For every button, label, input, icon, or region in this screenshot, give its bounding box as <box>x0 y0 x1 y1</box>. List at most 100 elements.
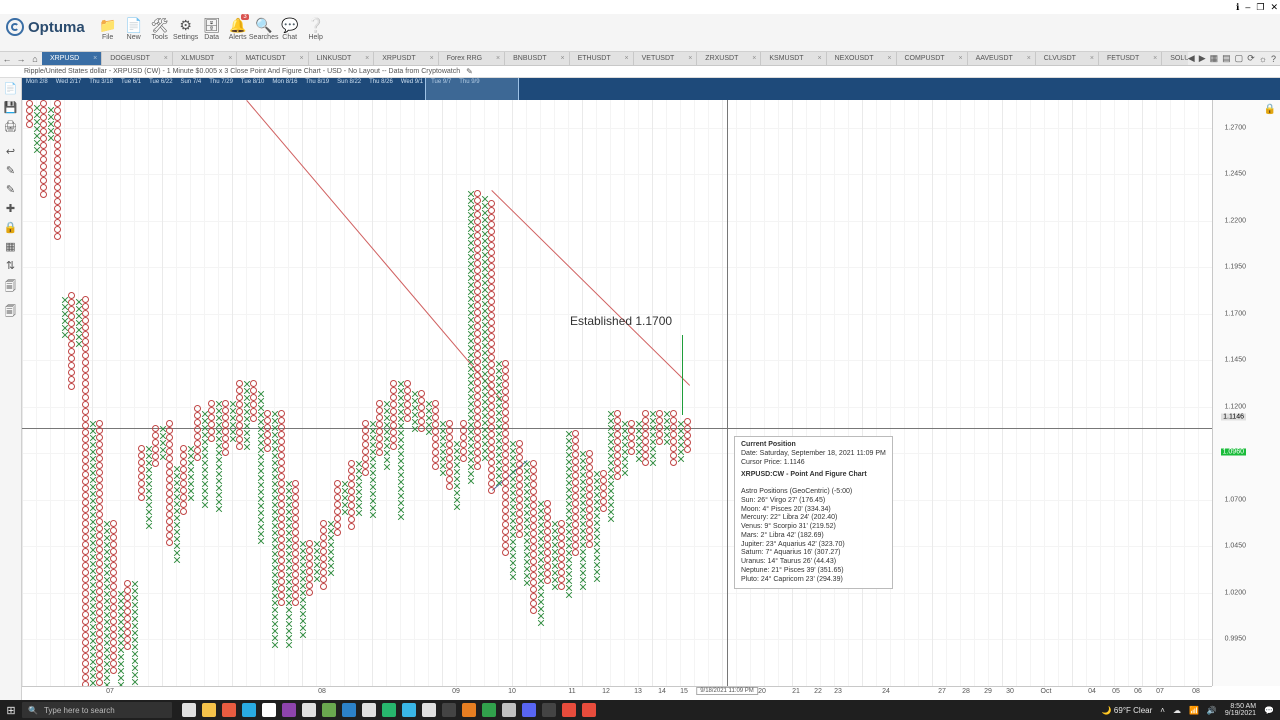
tab-fetusdt[interactable]: FETUSDT× <box>1099 52 1162 65</box>
info-icon[interactable]: ℹ <box>1236 2 1239 13</box>
app-name: Optuma <box>28 19 85 36</box>
toolbar-data[interactable]: 🗄Data <box>199 14 225 41</box>
tab-next[interactable]: ▶ <box>1199 53 1206 64</box>
tab-forex rrg[interactable]: Forex RRG× <box>439 52 505 65</box>
ytick: 1.0200 <box>1225 589 1246 596</box>
taskbar-app-16[interactable] <box>502 703 516 717</box>
view-tile-icon[interactable]: ▤ <box>1222 53 1231 64</box>
taskbar-search[interactable]: 🔍 Type here to search <box>22 702 172 718</box>
tab-aaveusdt[interactable]: AAVEUSDT× <box>968 52 1036 65</box>
side-tool-6[interactable]: ✎ <box>6 183 15 196</box>
tab-solusdt[interactable]: SOLUSDT× <box>1162 52 1188 65</box>
tab-xrpusdt[interactable]: XRPUSDT× <box>374 52 438 65</box>
side-tool-12[interactable]: 🗐 <box>5 303 16 322</box>
view-single-icon[interactable]: ▢ <box>1235 53 1244 64</box>
close-button[interactable]: ✕ <box>1270 2 1278 13</box>
toolbar-file[interactable]: 📁File <box>95 14 121 41</box>
clock[interactable]: 8:50 AM9/19/2021 <box>1225 703 1256 717</box>
side-tool-0[interactable]: 📄 <box>4 82 18 95</box>
taskbar-app-10[interactable] <box>382 703 396 717</box>
taskbar-app-20[interactable] <box>582 703 596 717</box>
tab-vetusdt[interactable]: VETUSDT× <box>634 52 698 65</box>
taskbar-app-18[interactable] <box>542 703 556 717</box>
taskbar-app-1[interactable] <box>202 703 216 717</box>
tab-prev[interactable]: ◀ <box>1188 53 1195 64</box>
weather[interactable]: 🌙 69°F Clear <box>1102 706 1153 715</box>
taskbar-app-12[interactable] <box>422 703 436 717</box>
date-axis[interactable]: 070809101112131415202122232427282930Oct0… <box>22 686 1212 700</box>
tab-nexousdt[interactable]: NEXOUSDT× <box>827 52 897 65</box>
maximize-button[interactable]: ❐ <box>1256 2 1264 13</box>
scrub-lbl: Wed 2/17 <box>56 79 82 85</box>
tray-cloud-icon[interactable]: ☁ <box>1173 706 1181 715</box>
taskbar-app-19[interactable] <box>562 703 576 717</box>
tab-dogeusdt[interactable]: DOGEUSDT× <box>102 52 173 65</box>
nav-back[interactable]: ← <box>0 52 14 65</box>
taskbar-app-17[interactable] <box>522 703 536 717</box>
xtick: 08 <box>1192 688 1200 695</box>
side-tool-11[interactable]: 🗐 <box>5 278 16 297</box>
toolbar-help[interactable]: ❔Help <box>303 14 329 41</box>
minimize-button[interactable]: – <box>1245 2 1250 12</box>
help-icon[interactable]: ? <box>1271 54 1276 64</box>
taskbar-app-2[interactable] <box>222 703 236 717</box>
xtick: 07 <box>106 688 114 695</box>
tab-xrpusd[interactable]: XRPUSD× <box>42 52 102 65</box>
side-tool-4[interactable]: ↩ <box>6 145 15 158</box>
side-tool-2[interactable]: 🖨 <box>4 120 18 133</box>
toolbar-chat[interactable]: 💬Chat <box>277 14 303 41</box>
scrub-lbl: Mon 2/8 <box>26 79 48 85</box>
side-tool-1[interactable]: 💾 <box>4 101 18 114</box>
price-axis[interactable]: 🔒 1.27001.24501.22001.19501.17001.14501.… <box>1212 100 1280 686</box>
taskbar-app-5[interactable] <box>282 703 296 717</box>
taskbar-app-13[interactable] <box>442 703 456 717</box>
side-tool-8[interactable]: 🔒 <box>4 221 18 234</box>
windows-taskbar[interactable]: ⊞ 🔍 Type here to search 🌙 69°F Clear ˄ ☁… <box>0 700 1280 720</box>
pnf-chart[interactable]: Established 1.1700Current PositionDate: … <box>22 100 1212 686</box>
toolbar-tools[interactable]: 🛠Tools <box>147 14 173 41</box>
tray-up-icon[interactable]: ˄ <box>1160 706 1165 715</box>
refresh-icon[interactable]: ⟳ <box>1247 53 1255 64</box>
toolbar-settings[interactable]: ⚙Settings <box>173 14 199 41</box>
taskbar-app-9[interactable] <box>362 703 376 717</box>
tab-ksmusdt[interactable]: KSMUSDT× <box>761 52 826 65</box>
tray-vol-icon[interactable]: 🔊 <box>1207 706 1217 715</box>
tab-maticusdt[interactable]: MATICUSDT× <box>237 52 308 65</box>
notifications-icon[interactable]: 💬 <box>1264 706 1274 715</box>
nav-fwd[interactable]: → <box>14 52 28 65</box>
side-tool-10[interactable]: ⇅ <box>6 259 15 272</box>
start-button[interactable]: ⊞ <box>0 704 22 717</box>
cursor-date-tag: 9/18/2021 11:09 PM <box>696 687 758 695</box>
tab-compusdt[interactable]: COMPUSDT× <box>897 52 968 65</box>
edit-desc-icon[interactable]: ✎ <box>466 66 473 77</box>
taskbar-app-6[interactable] <box>302 703 316 717</box>
toolbar-searches[interactable]: 🔍Searches <box>251 14 277 41</box>
tray-wifi-icon[interactable]: 📶 <box>1189 706 1199 715</box>
tab-xlmusdt[interactable]: XLMUSDT× <box>173 52 237 65</box>
date-scrubber[interactable]: Mon 2/8Wed 2/17Thu 3/18Tue 6/1Tue 6/22Su… <box>22 78 1280 100</box>
view-grid-icon[interactable]: ▦ <box>1210 53 1219 64</box>
cursor-tooltip: Current PositionDate: Saturday, Septembe… <box>734 436 893 589</box>
taskbar-app-7[interactable] <box>322 703 336 717</box>
tab-linkusdt[interactable]: LINKUSDT× <box>309 52 375 65</box>
tab-zrxusdt[interactable]: ZRXUSDT× <box>697 52 761 65</box>
toolbar-alerts[interactable]: 🔔Alerts <box>225 14 251 41</box>
taskbar-app-15[interactable] <box>482 703 496 717</box>
tab-clvusdt[interactable]: CLVUSDT× <box>1036 52 1099 65</box>
tab-ethusdt[interactable]: ETHUSDT× <box>570 52 634 65</box>
tab-bnbusdt[interactable]: BNBUSDT× <box>505 52 569 65</box>
taskbar-app-8[interactable] <box>342 703 356 717</box>
taskbar-app-3[interactable] <box>242 703 256 717</box>
side-tool-7[interactable]: ✚ <box>6 202 15 215</box>
taskbar-app-4[interactable] <box>262 703 276 717</box>
taskbar-app-14[interactable] <box>462 703 476 717</box>
toolbar-new[interactable]: 📄New <box>121 14 147 41</box>
taskbar-app-11[interactable] <box>402 703 416 717</box>
side-tool-9[interactable]: ▦ <box>5 240 15 253</box>
taskbar-app-0[interactable] <box>182 703 196 717</box>
settings-icon[interactable]: ☼ <box>1259 54 1267 64</box>
ytick: 0.9950 <box>1225 636 1246 643</box>
nav-home[interactable]: ⌂ <box>28 52 42 65</box>
side-tool-5[interactable]: ✎ <box>6 164 15 177</box>
lock-icon[interactable]: 🔒 <box>1264 104 1276 115</box>
